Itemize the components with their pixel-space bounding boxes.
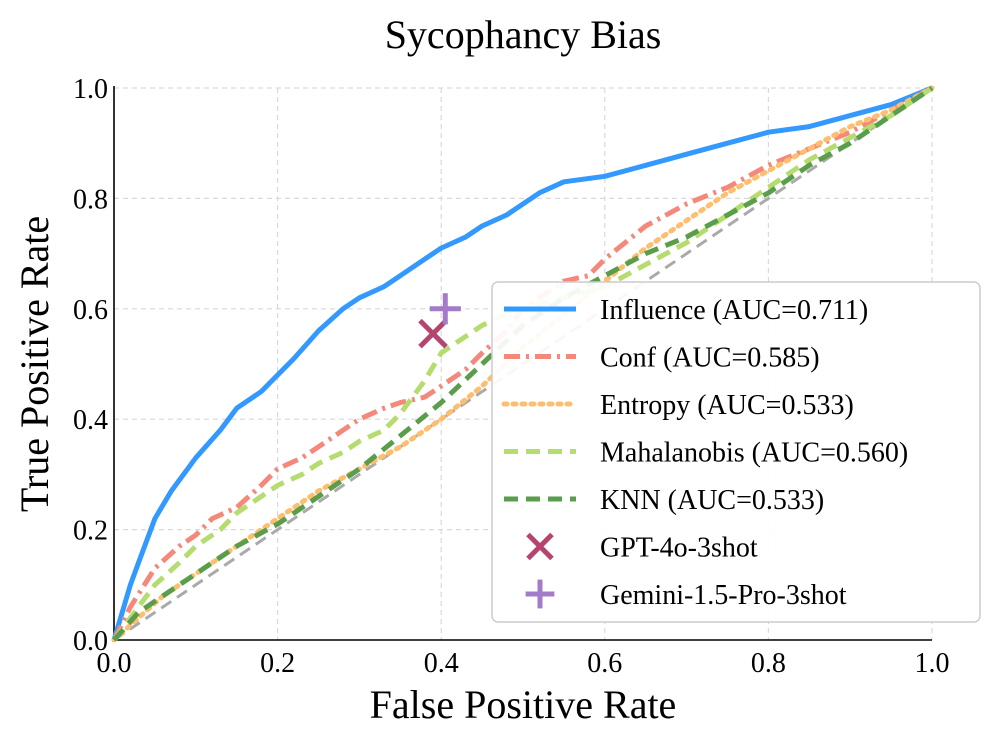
y-tick-label-1: 0.2 — [73, 516, 108, 547]
y-tick-label-4: 0.8 — [73, 184, 108, 215]
legend-point-label-0: GPT-4o-3shot — [600, 533, 758, 564]
legend-box — [491, 281, 981, 623]
legend: Influence (AUC=0.711) Conf (AUC=0.585) Ent… — [491, 281, 981, 623]
legend-label-4: KNN (AUC=0.533) — [600, 485, 824, 516]
diagonal-reference-line — [113, 86, 933, 642]
y-axis-label: True Positive Rate — [12, 216, 57, 512]
legend-label-2: Entropy (AUC=0.533) — [600, 390, 854, 421]
series-line-1 — [111, 85, 934, 642]
x-tick-label-5: 1.0 — [915, 648, 950, 679]
point-marker-1 — [429, 293, 461, 325]
legend-label-0: Influence (AUC=0.711) — [600, 295, 868, 326]
legend-point-label-1: Gemini-1.5-Pro-3shot — [600, 580, 847, 611]
x-tick-label-3: 0.6 — [587, 648, 622, 679]
point-marker-0 — [418, 318, 448, 349]
x-tick-label-4: 0.8 — [751, 648, 786, 679]
y-tick-label-3: 0.6 — [73, 295, 108, 326]
y-tick-label-0: 0.0 — [73, 626, 108, 657]
legend-label-3: Mahalanobis (AUC=0.560) — [600, 438, 908, 469]
tick-labels: 0.0 0.2 0.4 0.6 0.8 1.0 0.0 0.2 0.4 0.6 0.8 1.0 — [73, 74, 950, 679]
point-marker-0-stroke-b — [418, 318, 448, 349]
series-line-0 — [111, 85, 933, 641]
legend-label-1: Conf (AUC=0.585) — [600, 343, 820, 374]
axes — [113, 86, 932, 641]
y-tick-label-5: 1.0 — [73, 74, 108, 105]
points-layer — [418, 293, 461, 349]
legend-marker-0-stroke-b — [526, 532, 554, 561]
x-tick-label-1: 0.2 — [260, 648, 295, 679]
legend-marker-0 — [526, 532, 554, 561]
y-tick-label-2: 0.4 — [73, 405, 108, 436]
x-axis-label: False Positive Rate — [370, 682, 677, 727]
x-tick-label-0: 0.0 — [97, 648, 132, 679]
legend-marker-1 — [525, 579, 555, 609]
chart-title: Sycophancy Bias — [385, 12, 662, 57]
x-tick-label-2: 0.4 — [424, 648, 459, 679]
series-line-3 — [111, 85, 934, 642]
